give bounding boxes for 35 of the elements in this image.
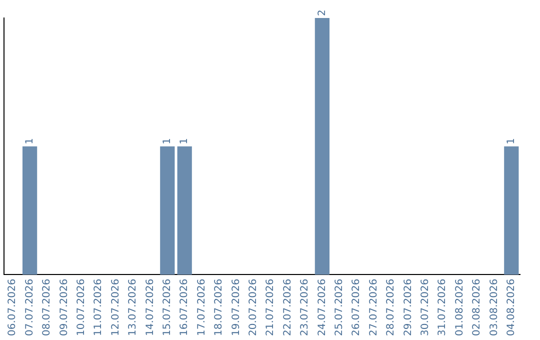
x-tick-label: 24.07.2026: [316, 278, 328, 336]
x-tick-label: 31.07.2026: [437, 278, 448, 336]
x-tick-label: 17.07.2026: [196, 278, 208, 336]
x-tick-label: 29.07.2026: [402, 278, 414, 336]
x-tick-label: 21.07.2026: [265, 278, 276, 336]
x-tick-label: 19.07.2026: [230, 278, 242, 336]
data-label: 1: [506, 138, 517, 144]
x-tick-label: 09.07.2026: [58, 278, 70, 336]
x-tick-label: 14.07.2026: [144, 278, 156, 336]
x-tick-label: 11.07.2026: [93, 278, 104, 336]
x-tick-label: 07.07.2026: [24, 278, 36, 336]
x-tick-label: 25.07.2026: [334, 278, 345, 336]
x-tick-label: 22.07.2026: [282, 278, 294, 336]
x-tick-label: 30.07.2026: [420, 278, 431, 336]
x-tick-label: 27.07.2026: [368, 278, 380, 336]
data-label: 1: [162, 138, 173, 144]
x-tick-label: 13.07.2026: [128, 278, 139, 336]
x-tick-label: 20.07.2026: [248, 278, 259, 336]
x-tick-label: 23.07.2026: [300, 278, 311, 336]
x-tick-label: 06.07.2026: [7, 278, 18, 336]
x-tick-label: 08.07.2026: [42, 278, 53, 336]
x-tick-label: 28.07.2026: [386, 278, 397, 336]
x-tick-label: 04.08.2026: [506, 278, 517, 336]
x-tick-label: 18.07.2026: [214, 278, 225, 336]
x-tick-label: 02.08.2026: [472, 278, 483, 336]
data-label: 1: [24, 138, 36, 144]
data-label: 1: [179, 138, 190, 144]
x-tick-label: 12.07.2026: [110, 278, 122, 336]
data-label: 2: [316, 10, 328, 16]
x-tick-label: 15.07.2026: [162, 278, 173, 336]
x-tick-label: 03.08.2026: [488, 278, 500, 336]
x-tick-label: 16.07.2026: [179, 278, 190, 336]
x-tick-label: 01.08.2026: [454, 278, 466, 336]
x-tick-label: 26.07.2026: [351, 278, 362, 336]
x-tick-label: 10.07.2026: [76, 278, 87, 336]
